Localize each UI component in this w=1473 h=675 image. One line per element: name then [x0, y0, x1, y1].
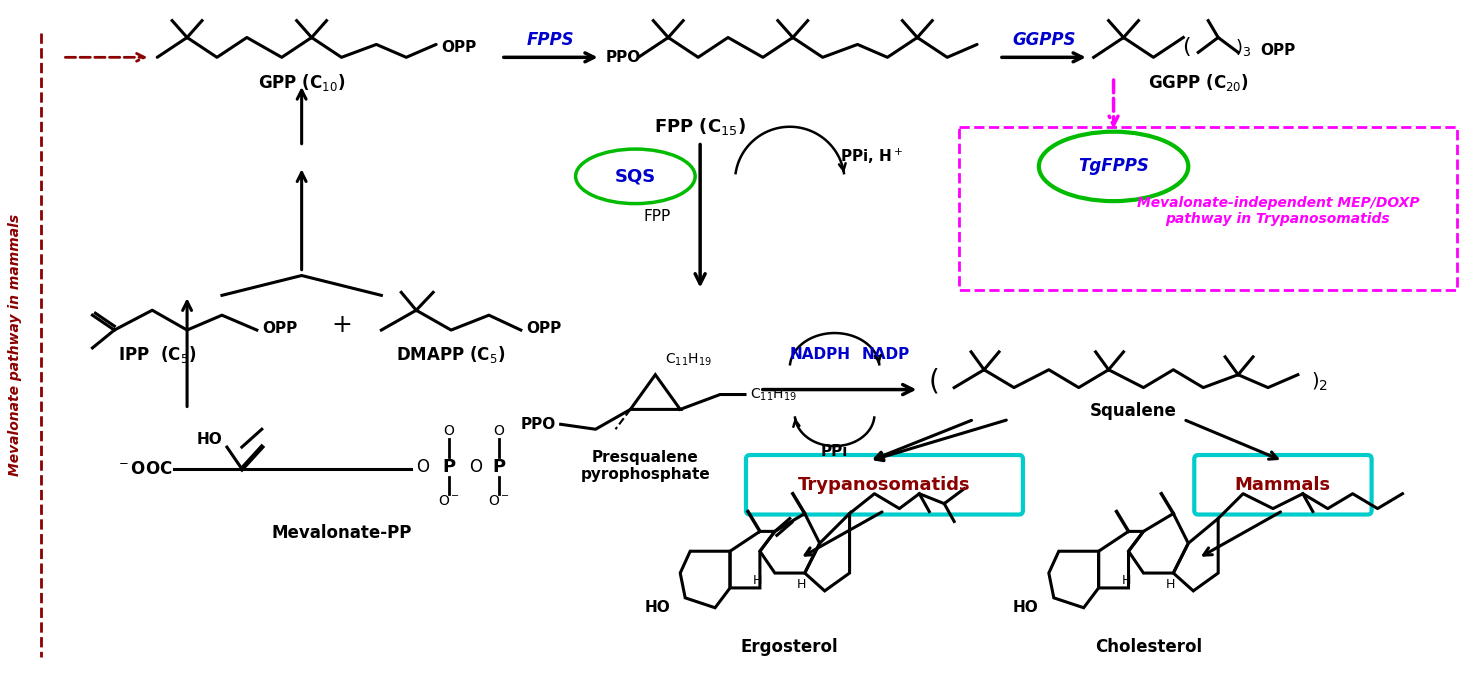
Text: Squalene: Squalene — [1090, 402, 1177, 421]
Text: Ergosterol: Ergosterol — [741, 639, 838, 656]
Text: C$_{11}$H$_{19}$: C$_{11}$H$_{19}$ — [750, 386, 797, 403]
Text: P: P — [492, 458, 505, 476]
Text: GPP (C$_{10}$): GPP (C$_{10}$) — [258, 72, 345, 92]
Text: Mevalonate pathway in mammals: Mevalonate pathway in mammals — [7, 214, 22, 476]
Text: Trypanosomatids: Trypanosomatids — [798, 476, 971, 494]
Text: Mammals: Mammals — [1234, 476, 1332, 494]
Text: (: ( — [929, 368, 940, 396]
Text: OPP: OPP — [1259, 43, 1295, 58]
Text: HO: HO — [645, 600, 670, 615]
FancyBboxPatch shape — [1195, 455, 1371, 514]
Text: O: O — [493, 424, 504, 438]
Text: NADP: NADP — [862, 348, 910, 362]
Text: O: O — [443, 424, 455, 438]
Text: $^-$OOC: $^-$OOC — [116, 460, 172, 478]
Text: P: P — [442, 458, 455, 476]
Text: FPP: FPP — [644, 209, 670, 223]
Text: IPP  (C$_5$): IPP (C$_5$) — [118, 344, 196, 365]
Text: DMAPP (C$_5$): DMAPP (C$_5$) — [396, 344, 505, 365]
Text: PPO: PPO — [605, 50, 641, 65]
Text: O$^-$: O$^-$ — [437, 493, 460, 508]
Text: OPP: OPP — [440, 40, 476, 55]
Text: PPO: PPO — [520, 416, 555, 432]
Text: H: H — [753, 574, 763, 587]
Text: PPi: PPi — [820, 443, 848, 458]
Text: FPP (C$_{15}$): FPP (C$_{15}$) — [654, 116, 745, 137]
Text: HO: HO — [1013, 600, 1038, 615]
Text: Mevalonate-PP: Mevalonate-PP — [271, 524, 411, 543]
Text: FPPS: FPPS — [527, 32, 574, 49]
Text: O: O — [468, 458, 482, 476]
Text: O$^-$: O$^-$ — [488, 493, 510, 508]
Text: Presqualene: Presqualene — [592, 450, 698, 464]
Text: TgFPPS: TgFPPS — [1078, 157, 1149, 176]
Text: Cholesterol: Cholesterol — [1094, 639, 1202, 656]
Text: PPi, H$^+$: PPi, H$^+$ — [840, 147, 903, 166]
Text: )$_2$: )$_2$ — [1311, 371, 1327, 393]
Text: O: O — [417, 458, 429, 476]
FancyBboxPatch shape — [745, 455, 1022, 514]
Text: pyrophosphate: pyrophosphate — [580, 467, 710, 483]
Text: )$_3$: )$_3$ — [1234, 37, 1251, 58]
Text: OPP: OPP — [526, 321, 561, 335]
Text: C$_{11}$H$_{19}$: C$_{11}$H$_{19}$ — [666, 352, 711, 368]
Text: HO: HO — [196, 431, 222, 447]
Text: SQS: SQS — [614, 167, 655, 186]
Text: H: H — [797, 578, 806, 591]
Text: OPP: OPP — [262, 321, 298, 335]
Text: GGPP (C$_{20}$): GGPP (C$_{20}$) — [1147, 72, 1249, 92]
Text: Mevalonate-independent MEP/DOXP
pathway in Trypanosomatids: Mevalonate-independent MEP/DOXP pathway … — [1137, 196, 1418, 226]
Text: (: ( — [1181, 37, 1190, 57]
Text: H: H — [1165, 578, 1175, 591]
Text: NADPH: NADPH — [790, 348, 851, 362]
Text: H: H — [1122, 574, 1131, 587]
Text: +: + — [331, 313, 352, 337]
Text: GGPPS: GGPPS — [1012, 32, 1075, 49]
